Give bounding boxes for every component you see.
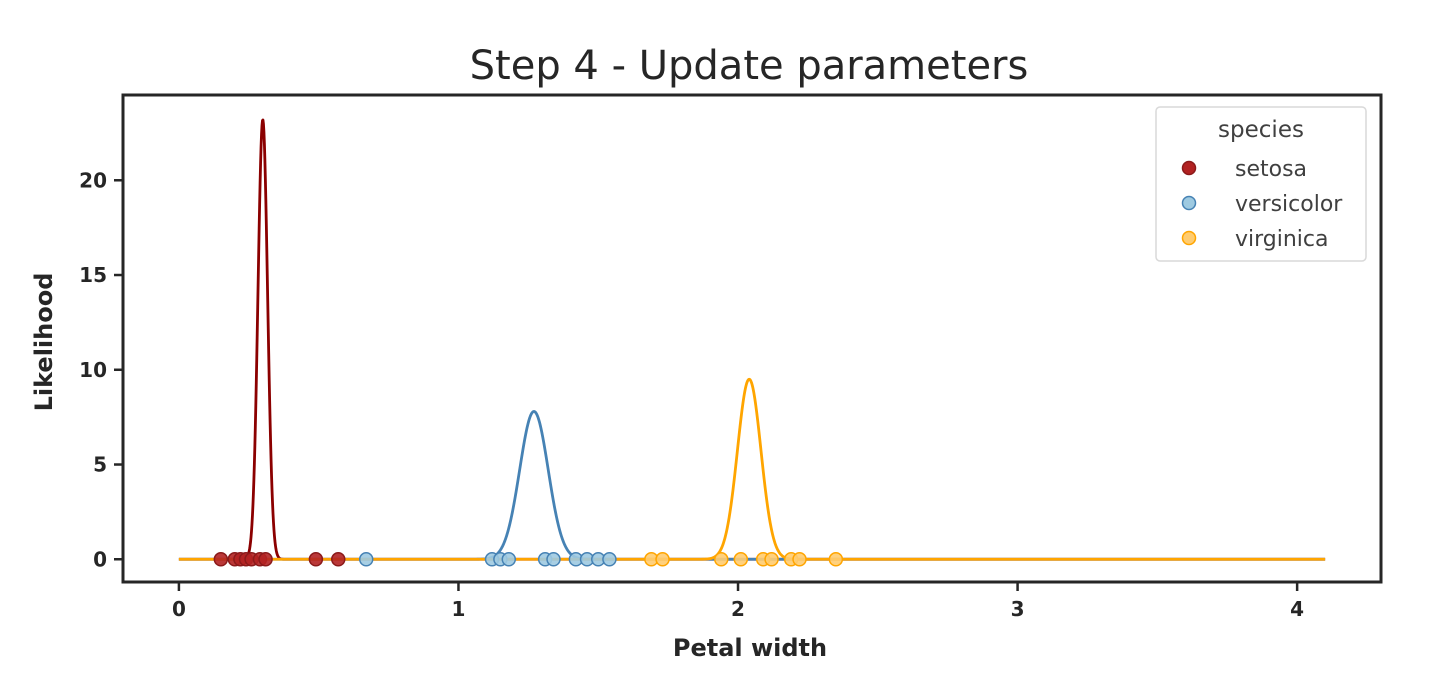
legend-box <box>1155 106 1367 262</box>
point-setosa <box>308 552 324 567</box>
x-axis-label: Petal width <box>673 634 827 662</box>
point-virginica <box>792 552 807 567</box>
point-versicolor <box>358 552 374 567</box>
data-points <box>213 552 844 567</box>
point-virginica <box>764 552 779 567</box>
legend-label-versicolor: versicolor <box>1235 192 1343 217</box>
point-versicolor <box>501 552 517 567</box>
legend-marker-setosa <box>1181 160 1197 176</box>
point-virginica <box>655 552 670 567</box>
x-tick-label: 4 <box>1290 597 1304 621</box>
legend-title: species <box>1218 117 1304 143</box>
y-tick-label: 10 <box>79 358 107 382</box>
chart-title: Step 4 - Update parameters <box>470 43 1029 89</box>
point-versicolor <box>602 552 617 567</box>
legend-items: setosa versicolor virginica <box>1181 157 1343 252</box>
legend-label-setosa: setosa <box>1235 157 1307 182</box>
legend-marker-virginica <box>1181 230 1197 246</box>
point-virginica <box>713 552 729 567</box>
y-tick-label: 15 <box>79 263 107 287</box>
point-versicolor <box>546 552 561 567</box>
point-virginica <box>828 552 844 567</box>
legend-label-virginica: virginica <box>1235 227 1329 252</box>
y-tick-label: 5 <box>93 453 107 477</box>
point-virginica <box>733 552 749 567</box>
point-setosa <box>331 552 346 567</box>
y-axis-ticks: 0 5 10 15 20 <box>79 168 123 571</box>
y-tick-label: 20 <box>79 168 107 192</box>
x-tick-label: 1 <box>452 597 466 621</box>
x-tick-label: 0 <box>172 597 186 621</box>
y-axis-label: Likelihood <box>30 273 58 412</box>
x-axis-ticks: 0 1 2 3 4 <box>172 582 1304 621</box>
legend: species setosa versicolor virginica <box>1155 106 1367 262</box>
x-tick-label: 3 <box>1011 597 1025 621</box>
legend-marker-versicolor <box>1181 195 1197 211</box>
x-tick-label: 2 <box>731 597 745 621</box>
point-setosa <box>258 552 273 567</box>
y-tick-label: 0 <box>93 547 107 571</box>
point-setosa <box>213 552 229 567</box>
